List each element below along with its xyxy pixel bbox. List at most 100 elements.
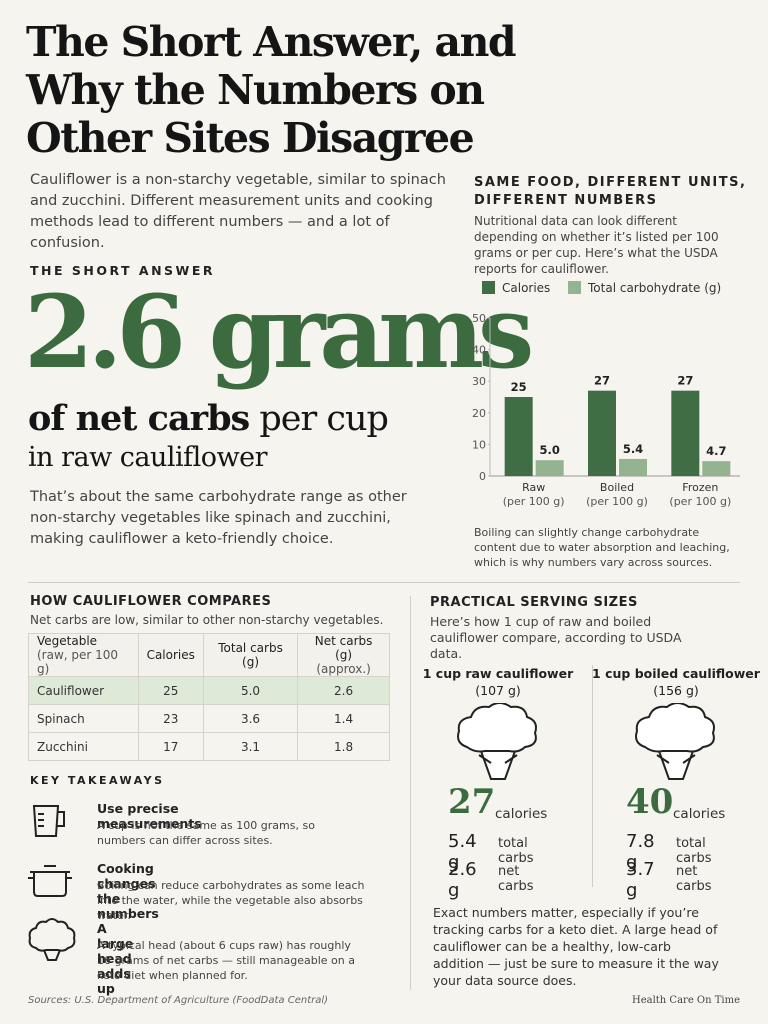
value-label: 5.0 (539, 443, 559, 457)
bar (671, 390, 700, 476)
x-tick-label: Raw (522, 481, 545, 494)
x-tick-sublabel: (per 100 g) (503, 495, 565, 508)
bar (504, 397, 533, 476)
takeaway-title: A large head adds up (97, 921, 134, 996)
title-line: Why the Numbers on (26, 66, 485, 114)
serving-amount: 7.8 g (626, 831, 655, 873)
cauliflower-drawing (457, 703, 537, 780)
legend-label: Calories (502, 281, 550, 295)
serving-title: 1 cup boiled cauliflower (592, 666, 760, 681)
serving-title: 1 cup raw cauliflower (422, 666, 574, 681)
cauliflower-drawing (635, 703, 715, 780)
chart-note: Boiling can slightly change carbohydrate… (474, 526, 730, 569)
divider (592, 665, 593, 887)
title: The Short Answer, and Why the Numbers on… (26, 18, 517, 162)
legend-label: Total carbohydrate (g) (587, 281, 721, 295)
x-tick-sublabel: (per 100 g) (586, 495, 648, 508)
table-cell: 2.6 (297, 676, 390, 705)
serving-amount: 2.6 g (448, 859, 477, 901)
table-header-cell: Calories (137, 633, 204, 677)
serving-amount-label: net carbs (676, 864, 712, 894)
y-tick-label: 10 (472, 438, 486, 451)
serving-weight: (156 g) (653, 683, 699, 698)
legend-swatch (568, 281, 581, 294)
table-cell: 3.6 (202, 704, 299, 733)
serving-amount: 5.4 g (448, 831, 477, 873)
table-cell: Zucchini (28, 732, 139, 761)
takeaway-text: A typical head (about 6 cups raw) has ro… (97, 939, 355, 982)
table-cell: 5.0 (202, 676, 299, 705)
cauliflower-icon (28, 918, 76, 961)
pot-icon (28, 865, 72, 897)
serving-amount-label: total carbs (498, 836, 534, 866)
table-header-row: Vegetable (raw, per 100 g) Calories Total c… (28, 633, 390, 677)
takeaway-text: A cup is not the same as 100 grams, so n… (97, 819, 315, 847)
title-line: The Short Answer, and (26, 18, 517, 66)
y-tick-label: 20 (472, 407, 486, 420)
headline: 2.6 grams (24, 273, 534, 391)
section-title: PRACTICAL SERVING SIZES (430, 595, 638, 610)
serving-weight: (107 g) (475, 683, 521, 698)
brand: Health Care On Time (631, 995, 740, 1006)
table-header-sub: (approx.) (316, 662, 371, 676)
title-line: Other Sites Disagree (26, 114, 475, 162)
bar (619, 458, 647, 476)
chart-title: SAME FOOD, DIFFERENT UNITS, DIFFERENT NU… (474, 174, 746, 210)
table-cell: 1.4 (297, 704, 390, 733)
takeaway-text: Boiling can reduce carbohydrates as some… (97, 879, 365, 922)
chart-subtitle: Nutritional data can look different depe… (474, 214, 719, 276)
table-cell: Cauliflower (28, 676, 139, 705)
table-cell: 17 (137, 732, 204, 761)
table-cell: 1.8 (297, 732, 390, 761)
table-header-text: Vegetable (37, 634, 98, 648)
table-header-text: Net carbs (g) (314, 634, 373, 662)
table-row: Zucchini 17 3.1 1.8 (28, 732, 390, 761)
measuring-cup-icon (38, 813, 44, 827)
serving-amount: 3.7 g (626, 859, 655, 901)
x-tick-sublabel: (per 100 g) (669, 495, 731, 508)
divider (410, 596, 411, 990)
table-row: Spinach 23 3.6 1.4 (28, 704, 390, 733)
takeaway-icons (28, 805, 76, 961)
divider (28, 582, 740, 583)
x-tick-label: Frozen (682, 481, 718, 494)
value-label: 27 (594, 374, 610, 388)
serving-calories: 27 (448, 782, 496, 822)
table-cell: 3.1 (202, 732, 299, 761)
bar (588, 390, 616, 476)
x-tick-label: Boiled (600, 481, 634, 494)
closing: Exact numbers matter, especially if you’… (433, 905, 719, 988)
table-header-text: Total carbs (g) (218, 641, 283, 669)
cauliflower-illustration (635, 703, 715, 780)
section-subtitle: Here’s how 1 cup of raw and boiled cauli… (430, 614, 682, 661)
serving-calories: 40 (626, 782, 674, 822)
section-title: KEY TAKEAWAYS (30, 774, 165, 787)
table-cell: 23 (137, 704, 204, 733)
headline-sub: of net carbs per cup (28, 398, 389, 439)
cauliflower-illustration (457, 703, 537, 780)
table-header-sub: (raw, per 100 g) (37, 648, 119, 676)
headline-line3: in raw cauliflower (28, 442, 268, 473)
serving-calories-label: calories (495, 806, 548, 822)
y-tick-label: 50 (472, 312, 486, 325)
bar (702, 461, 731, 476)
serving-calories-label: calories (673, 806, 726, 822)
sources: Sources: U.S. Department of Agriculture … (28, 995, 329, 1006)
chart-title-line: SAME FOOD, DIFFERENT UNITS, (474, 175, 747, 190)
section-title: HOW CAULIFLOWER COMPARES (30, 594, 272, 609)
y-tick-label: 40 (472, 344, 486, 357)
value-label: 4.7 (706, 444, 726, 458)
legend-swatch (482, 281, 495, 294)
takeaway-title: Cooking changes the numbers (97, 861, 159, 921)
value-label: 5.4 (623, 442, 643, 456)
table-row: Cauliflower 25 5.0 2.6 (28, 676, 390, 705)
bar (535, 460, 564, 476)
section-label: THE SHORT ANSWER (30, 263, 216, 278)
serving-amount-label: total carbs (676, 836, 712, 866)
table-cell: 25 (137, 676, 204, 705)
serving-amount-label: net carbs (498, 864, 534, 894)
table-header-cell: Net carbs (g) (approx.) (297, 633, 390, 677)
intro: Cauliflower is a non-starchy vegetable, … (30, 172, 446, 251)
measuring-cup-icon (32, 805, 65, 837)
